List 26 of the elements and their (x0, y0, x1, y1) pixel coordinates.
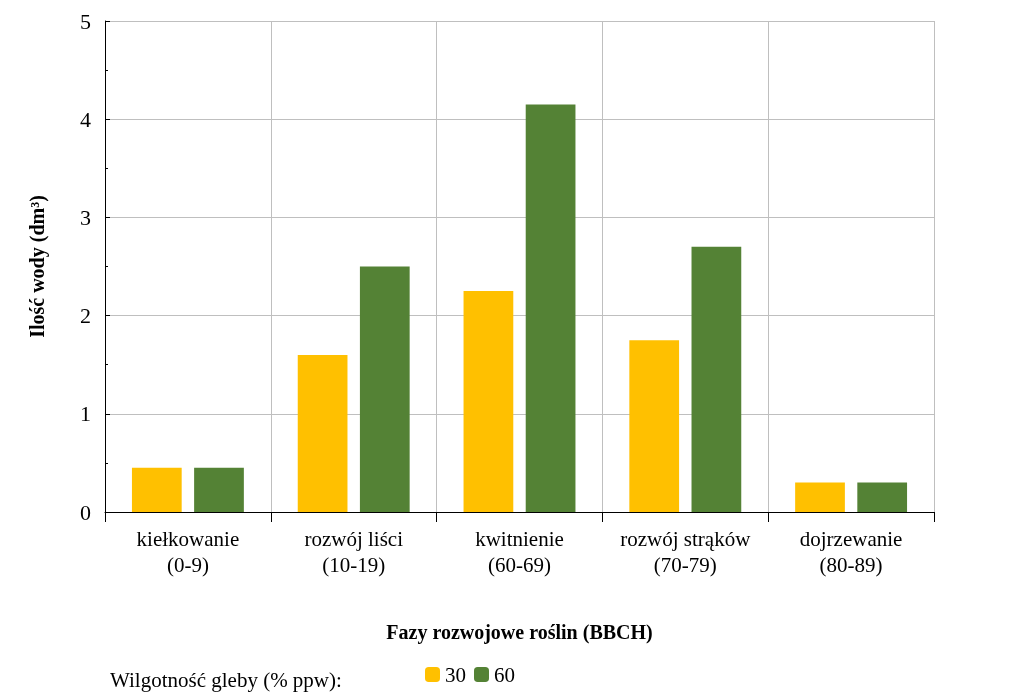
bar (297, 354, 348, 512)
bar (194, 467, 244, 512)
bar (857, 482, 908, 512)
bar (131, 467, 182, 512)
bar (691, 246, 742, 512)
bar (359, 266, 410, 512)
y-tick-label: 2 (80, 303, 91, 329)
x-axis-title: Fazy rozwojowe roślin (BBCH) (386, 621, 653, 644)
y-axis-title: Ilość wody (dm³) (26, 195, 49, 338)
y-tick-label: 3 (80, 204, 91, 230)
legend-label: 30 (445, 662, 466, 687)
x-tick-label: dojrzewanie (80-89) (799, 527, 903, 577)
x-tick-label: kwitnienie (60-69) (475, 527, 564, 577)
y-tick-label: 0 (80, 499, 91, 525)
bar (795, 482, 845, 512)
x-tick-label: rozwój liści (10-19) (304, 527, 404, 577)
bar (463, 291, 514, 512)
y-tick-label: 1 (80, 401, 91, 427)
x-tick-label: kiełkowanie (0-9) (136, 527, 240, 577)
bar (629, 340, 680, 512)
y-tick-label: 4 (80, 106, 91, 132)
bar (525, 104, 576, 512)
y-tick-label: 5 (80, 8, 91, 34)
x-tick-label: rozwój strąków (70-79) (620, 527, 752, 577)
legend-label: 60 (494, 662, 515, 687)
legend-title: Wilgotność gleby (% ppw): (110, 667, 342, 692)
